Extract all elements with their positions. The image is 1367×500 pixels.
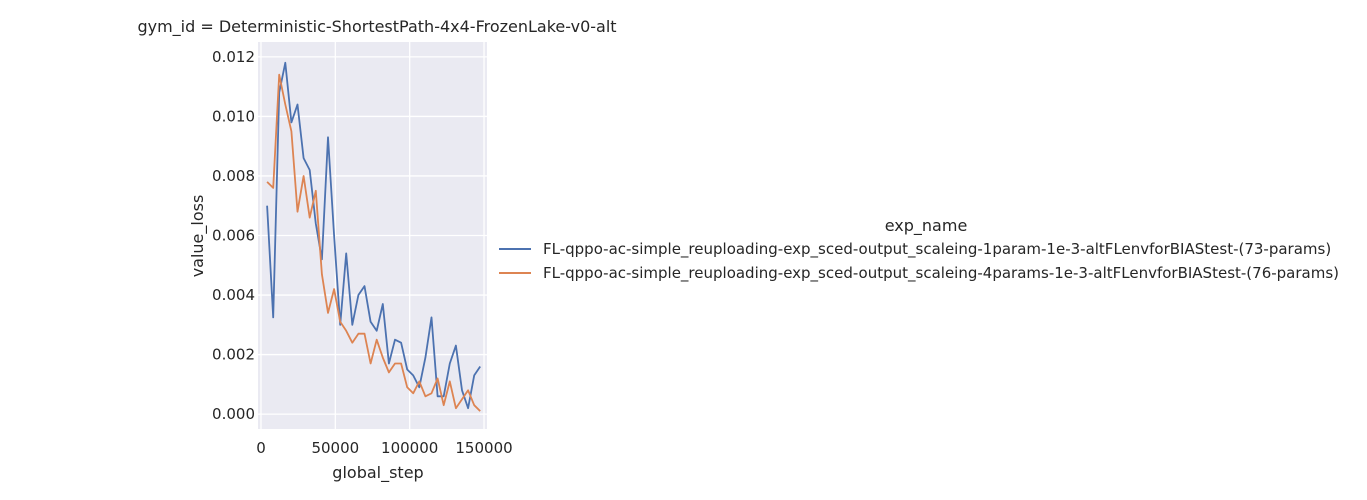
y-tick-label: 0.008 [212,167,255,185]
x-tick-label: 50000 [311,439,359,457]
y-tick-label: 0.002 [212,346,255,364]
legend: exp_name FL-qppo-ac-simple_reuploading-e… [499,216,1339,283]
y-tick-label: 0.010 [212,107,255,125]
y-tick-labels: 0.000 0.002 0.004 0.006 0.008 0.010 0.012 [212,48,255,423]
gridlines [258,42,487,429]
x-tick-label: 100000 [381,439,438,457]
legend-item: FL-qppo-ac-simple_reuploading-exp_sced-o… [499,240,1331,259]
y-tick-label: 0.012 [212,48,255,66]
series-line-2 [266,73,481,412]
y-tick-label: 0.004 [212,286,255,304]
legend-label: FL-qppo-ac-simple_reuploading-exp_sced-o… [543,264,1339,283]
x-tick-labels: 0 50000 100000 150000 [256,439,512,457]
y-tick-label: 0.000 [212,405,255,423]
series-lines [266,61,481,412]
chart-title: gym_id = Deterministic-ShortestPath-4x4-… [137,17,616,37]
x-axis-title: global_step [332,463,423,483]
legend-title: exp_name [885,216,968,236]
series-line-1 [266,61,481,410]
y-axis-title: value_loss [188,195,208,278]
legend-label: FL-qppo-ac-simple_reuploading-exp_sced-o… [543,240,1331,259]
x-tick-label: 0 [256,439,266,457]
y-tick-label: 0.006 [212,227,255,245]
legend-item: FL-qppo-ac-simple_reuploading-exp_sced-o… [499,264,1339,283]
x-tick-label: 150000 [455,439,512,457]
